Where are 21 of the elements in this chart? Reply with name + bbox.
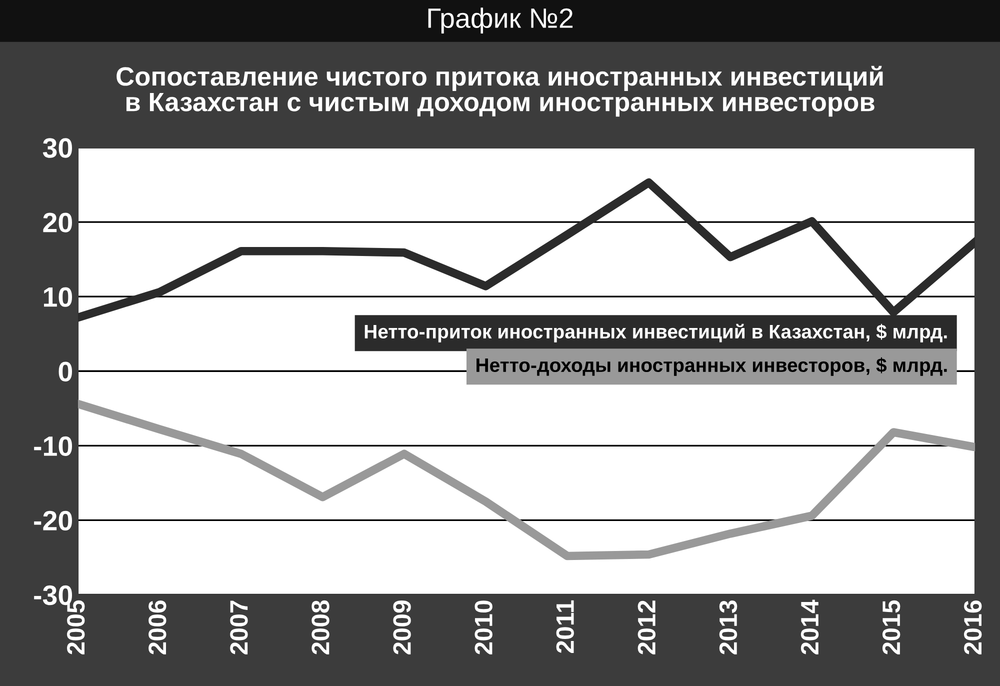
- y-tick-label: 10: [44, 287, 72, 307]
- y-tick-label: 20: [43, 212, 72, 232]
- text: Нетто-доходы иностранных инвесторов, $ млрд.: [476, 357, 947, 376]
- x-tick-label: 2012: [638, 600, 656, 654]
- x-tick-label: 2006: [148, 600, 166, 654]
- y-tick-label: -20: [34, 510, 72, 531]
- x-tick-label: 2015: [882, 600, 900, 654]
- x-tick-label: 2007: [230, 600, 248, 654]
- x-tick-label: 2014: [800, 600, 819, 654]
- x-tick-label: 2011: [556, 600, 574, 653]
- chart-title: График №2: [428, 8, 573, 34]
- x-tick-label: 2010: [474, 600, 492, 654]
- x-tick-label: 2013: [719, 600, 738, 654]
- y-tick-label: 0: [58, 362, 72, 382]
- x-tick-label: 2009: [393, 600, 411, 654]
- chart-subtitle: Сопоставление чистого притока иностранных инвестиций в Казахстан с чистым доходом иностранных инвесторов: [116, 66, 883, 117]
- y-tick-label: 30: [42, 138, 72, 158]
- y-tick-label: -10: [34, 436, 72, 456]
- x-tick-label: 2016: [964, 600, 982, 654]
- text: Нетто-приток иностранных инвестиций в Казахстан, $ млрд.: [364, 324, 947, 342]
- x-tick-label: 2008: [312, 600, 330, 654]
